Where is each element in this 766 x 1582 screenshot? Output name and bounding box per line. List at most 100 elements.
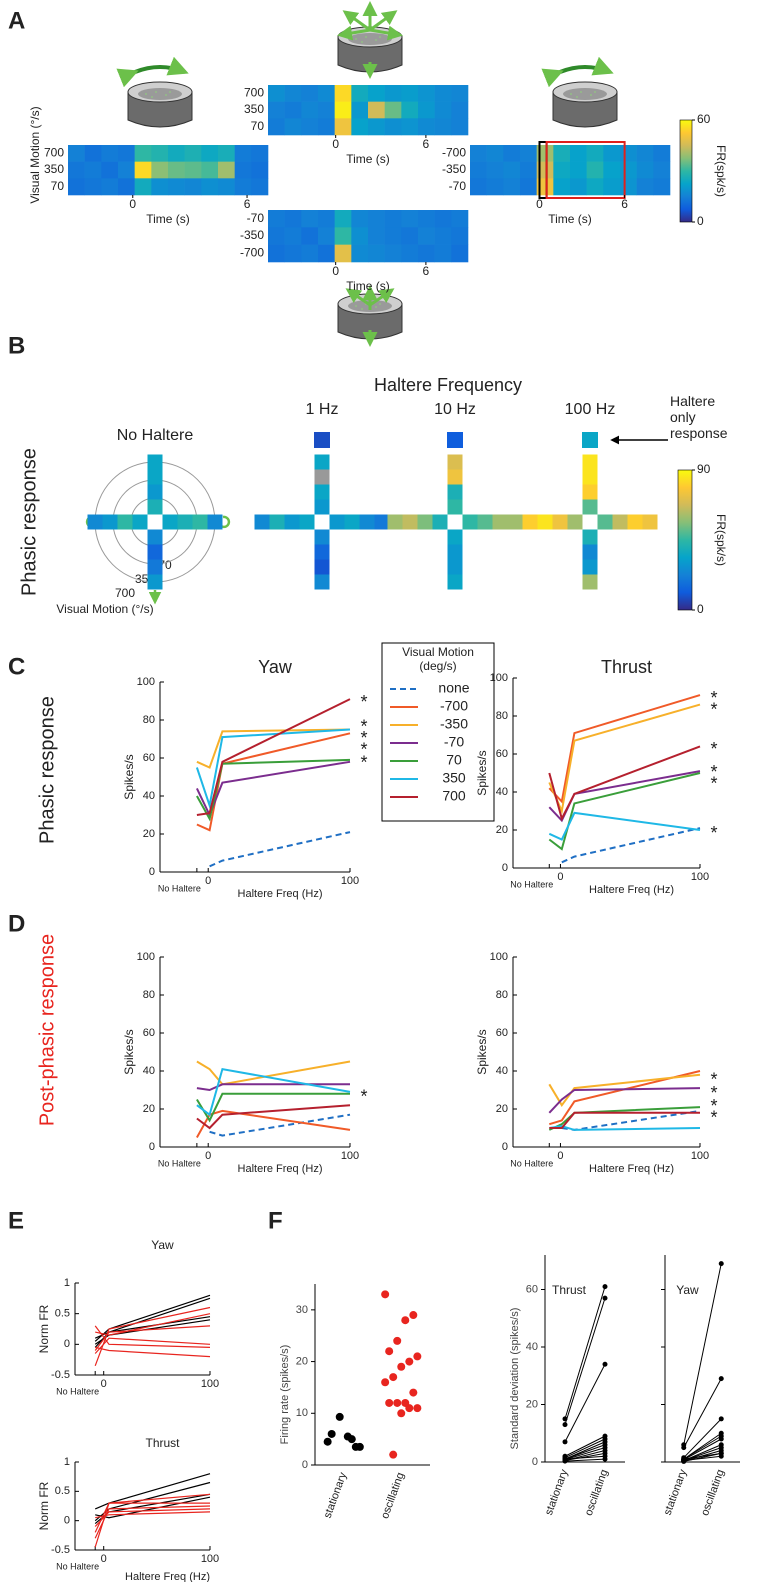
heat-cell — [284, 210, 302, 228]
row-label: -700 — [240, 246, 264, 260]
haltere-only-cell — [582, 432, 598, 448]
heat-cell — [284, 227, 302, 245]
heat-cell — [401, 210, 419, 228]
x-tick-label: 100 — [201, 1378, 219, 1390]
heat-cell — [418, 118, 435, 136]
cross-cell — [597, 514, 613, 530]
heat-cell — [218, 178, 235, 196]
chart-title: Thrust — [145, 1436, 180, 1450]
cross-xlabel: Visual Motion (°/s) — [56, 603, 154, 616]
dot — [413, 1404, 422, 1413]
y-tick-label: 100 — [490, 672, 508, 684]
row-label: 350 — [44, 162, 64, 176]
heat-cell — [401, 85, 419, 102]
dot — [381, 1290, 390, 1299]
heat-cell — [603, 145, 621, 162]
dot — [401, 1316, 410, 1325]
heat-cell — [451, 244, 469, 263]
x-tick-label: 100 — [691, 1150, 709, 1162]
significance: * — [710, 1107, 717, 1127]
heat-cell — [434, 85, 452, 102]
dot — [602, 1295, 608, 1301]
dot — [409, 1311, 418, 1320]
cross-cell — [417, 514, 433, 530]
heat-cell — [334, 227, 352, 245]
y-tick-label: 0 — [502, 1141, 508, 1153]
heat-cell — [334, 85, 352, 102]
y-tick-label: 30 — [296, 1304, 308, 1316]
heat-cell — [101, 178, 119, 196]
heat-cell — [351, 244, 369, 263]
significance: * — [710, 1096, 717, 1116]
cross-cell — [612, 514, 628, 530]
x-tick-label: 6 — [621, 197, 628, 211]
heat-cell — [620, 145, 637, 162]
heat-cell — [84, 145, 102, 162]
y-tick-label: -0.5 — [51, 1369, 70, 1381]
heat-cell — [168, 161, 185, 179]
x-tick-label: 0 — [129, 197, 136, 211]
heat-cell — [268, 210, 285, 228]
heat-cell — [586, 178, 604, 196]
heat-cell — [434, 244, 452, 263]
cross-cell — [192, 514, 208, 530]
cross-cell — [299, 514, 315, 530]
heat-cell — [451, 101, 469, 119]
heat-cell — [451, 85, 469, 102]
dot — [602, 1284, 608, 1290]
row-label: -350 — [442, 162, 466, 176]
chart-title: Thrust — [552, 1283, 587, 1297]
heat-cell — [351, 118, 369, 136]
heat-cell — [536, 145, 554, 162]
heat-cell — [351, 227, 369, 245]
row-label: -350 — [240, 228, 264, 242]
cross-cell — [314, 544, 330, 560]
cross-cell — [507, 514, 523, 530]
y-tick-label: 0 — [64, 1338, 70, 1350]
y-tick-label: 60 — [526, 1283, 538, 1295]
x-tick-label: 0 — [101, 1553, 107, 1565]
cross-cell — [522, 514, 538, 530]
category-label: oscillating — [699, 1468, 727, 1518]
heat-cell — [68, 145, 85, 162]
y-axis-label: Spikes/s — [122, 1029, 136, 1074]
heat-cell — [368, 227, 385, 245]
heat-cell — [401, 244, 419, 263]
legend-title: Visual Motion (deg/s) — [402, 646, 474, 673]
heat-cell — [101, 145, 119, 162]
cross-cell — [582, 454, 598, 470]
cross-cell — [147, 469, 163, 485]
cross-cell — [117, 514, 133, 530]
y-tick-label: 100 — [137, 951, 155, 963]
row-label: Phasic response — [18, 448, 40, 596]
y-tick-label: 20 — [143, 828, 155, 840]
heat-cell — [570, 161, 587, 179]
cross-cell — [582, 559, 598, 575]
pair-line — [564, 1452, 606, 1462]
cross-cell — [314, 559, 330, 575]
legend-label: -700 — [440, 698, 468, 714]
heat-cell — [368, 85, 385, 102]
row-label: 700 — [44, 146, 64, 160]
heat-cell — [234, 145, 252, 162]
y-tick-label: 0.5 — [55, 1485, 70, 1497]
dot — [389, 1373, 398, 1382]
x-tick-label: 6 — [423, 264, 430, 278]
heat-cell — [636, 178, 654, 196]
y-tick-label: 20 — [296, 1355, 308, 1367]
pair-line — [564, 1364, 606, 1443]
heat-cell — [384, 227, 402, 245]
significance: * — [710, 773, 717, 793]
pair-line — [683, 1263, 722, 1445]
y-tick-label: 0 — [302, 1459, 308, 1471]
heat-cell — [503, 161, 521, 179]
heat-cell — [451, 227, 469, 245]
cross-cell — [492, 514, 508, 530]
colorbar-tick-label: 0 — [697, 214, 704, 228]
pair-line — [683, 1435, 722, 1460]
row-label: 70 — [51, 179, 65, 193]
legend-label: 700 — [442, 788, 466, 804]
x-tick-label: 0 — [332, 137, 339, 151]
y-tick-label: 100 — [490, 951, 508, 963]
time-window — [545, 141, 626, 199]
